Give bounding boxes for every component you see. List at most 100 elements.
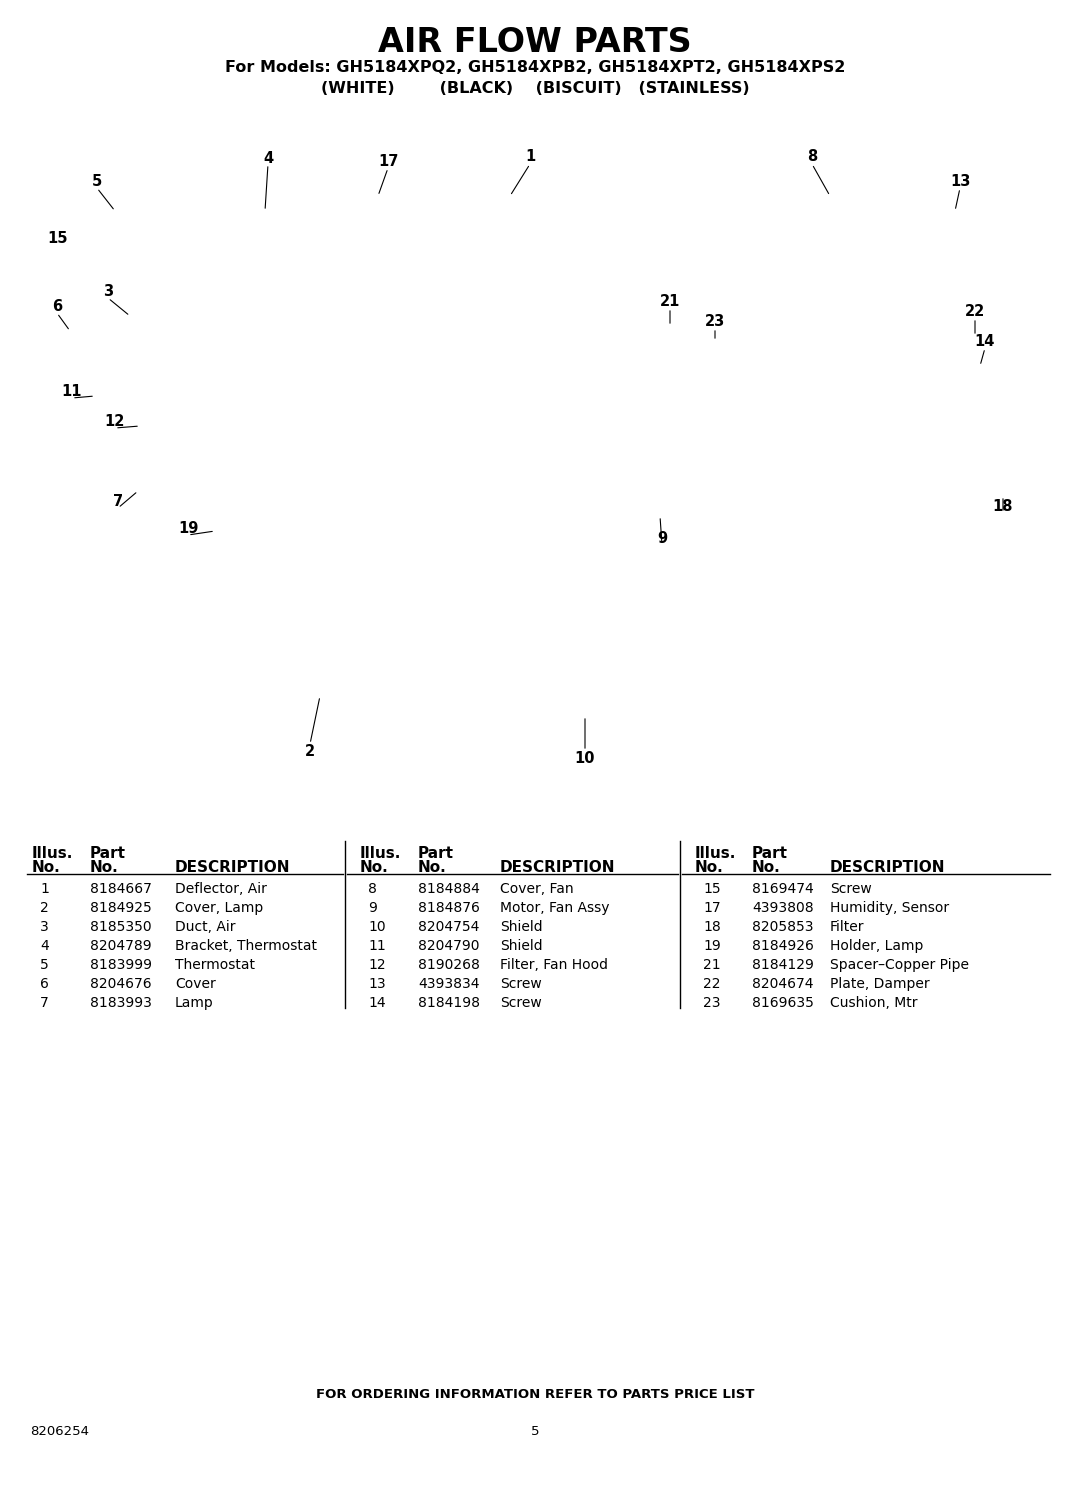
Text: Cover: Cover (175, 977, 216, 991)
Text: 13: 13 (950, 173, 970, 188)
Text: 18: 18 (993, 498, 1013, 514)
Text: 4: 4 (263, 151, 273, 166)
Text: Plate, Damper: Plate, Damper (830, 977, 930, 991)
Text: 2: 2 (305, 744, 315, 759)
Text: 5: 5 (40, 958, 49, 971)
Text: Duct, Air: Duct, Air (175, 920, 235, 934)
Text: 8185350: 8185350 (90, 920, 152, 934)
Text: 6: 6 (40, 977, 49, 991)
Text: DESCRIPTION: DESCRIPTION (500, 860, 615, 875)
Text: 3: 3 (103, 283, 113, 298)
Text: 15: 15 (703, 883, 720, 896)
Text: No.: No. (360, 860, 388, 875)
Text: 1: 1 (40, 883, 49, 896)
Text: 22: 22 (965, 304, 985, 318)
Text: 19: 19 (178, 521, 198, 536)
Text: 8169474: 8169474 (752, 883, 814, 896)
Text: 8: 8 (807, 149, 817, 164)
Text: For Models: GH5184XPQ2, GH5184XPB2, GH5184XPT2, GH5184XPS2: For Models: GH5184XPQ2, GH5184XPB2, GH51… (225, 60, 845, 75)
Text: Part: Part (418, 846, 454, 861)
Text: 21: 21 (703, 958, 720, 971)
Text: AIR FLOW PARTS: AIR FLOW PARTS (378, 26, 692, 59)
Text: 5: 5 (92, 173, 102, 188)
Text: Screw: Screw (500, 977, 541, 991)
Text: 8184876: 8184876 (418, 901, 479, 916)
Text: Motor, Fan Assy: Motor, Fan Assy (500, 901, 610, 916)
Text: 8204754: 8204754 (418, 920, 479, 934)
Text: 8184129: 8184129 (752, 958, 814, 971)
Text: 8184198: 8184198 (418, 995, 480, 1011)
Text: No.: No. (90, 860, 119, 875)
Text: 15: 15 (48, 230, 68, 245)
Text: Cover, Fan: Cover, Fan (500, 883, 574, 896)
Text: 8204790: 8204790 (418, 940, 479, 953)
Text: 5: 5 (531, 1425, 539, 1438)
Text: 13: 13 (368, 977, 385, 991)
Text: 11: 11 (368, 940, 386, 953)
Text: 8204674: 8204674 (752, 977, 813, 991)
Text: 9: 9 (657, 530, 667, 545)
Text: 8184884: 8184884 (418, 883, 479, 896)
Text: 8190268: 8190268 (418, 958, 479, 971)
Text: 17: 17 (703, 901, 720, 916)
Text: 7: 7 (40, 995, 49, 1011)
Text: Shield: Shield (500, 920, 542, 934)
Text: 17: 17 (378, 154, 398, 169)
Text: Filter, Fan Hood: Filter, Fan Hood (500, 958, 608, 971)
Text: 11: 11 (62, 384, 82, 399)
Text: Filter: Filter (830, 920, 865, 934)
Text: Humidity, Sensor: Humidity, Sensor (830, 901, 949, 916)
Text: Screw: Screw (500, 995, 541, 1011)
Text: Spacer–Copper Pipe: Spacer–Copper Pipe (830, 958, 969, 971)
Text: 8183993: 8183993 (90, 995, 152, 1011)
Text: 12: 12 (105, 414, 125, 429)
Text: 14: 14 (368, 995, 385, 1011)
Text: Shield: Shield (500, 940, 542, 953)
Text: 21: 21 (660, 294, 681, 309)
Text: 8184925: 8184925 (90, 901, 152, 916)
Text: Bracket, Thermostat: Bracket, Thermostat (175, 940, 317, 953)
Text: 10: 10 (368, 920, 385, 934)
Text: 23: 23 (703, 995, 720, 1011)
Text: 8204789: 8204789 (90, 940, 152, 953)
Text: FOR ORDERING INFORMATION REFER TO PARTS PRICE LIST: FOR ORDERING INFORMATION REFER TO PARTS … (316, 1389, 754, 1401)
Text: 10: 10 (575, 750, 595, 765)
Text: 7: 7 (113, 494, 123, 509)
Text: Illus.: Illus. (32, 846, 74, 861)
Text: Illus.: Illus. (360, 846, 401, 861)
Text: Part: Part (90, 846, 126, 861)
Text: 9: 9 (368, 901, 377, 916)
Text: 2: 2 (40, 901, 49, 916)
Text: 8206254: 8206254 (30, 1425, 89, 1438)
Text: 8205853: 8205853 (752, 920, 813, 934)
Text: 19: 19 (703, 940, 721, 953)
Text: Cover, Lamp: Cover, Lamp (175, 901, 263, 916)
Text: 23: 23 (705, 313, 725, 328)
Text: No.: No. (418, 860, 447, 875)
Text: 12: 12 (368, 958, 385, 971)
Text: Cushion, Mtr: Cushion, Mtr (830, 995, 917, 1011)
Text: (WHITE)        (BLACK)    (BISCUIT)   (STAINLESS): (WHITE) (BLACK) (BISCUIT) (STAINLESS) (321, 81, 749, 96)
Text: DESCRIPTION: DESCRIPTION (830, 860, 946, 875)
Text: DESCRIPTION: DESCRIPTION (175, 860, 290, 875)
Text: 4393834: 4393834 (418, 977, 479, 991)
Text: Part: Part (752, 846, 788, 861)
Text: Holder, Lamp: Holder, Lamp (830, 940, 923, 953)
Text: 8184667: 8184667 (90, 883, 152, 896)
Text: 4: 4 (40, 940, 49, 953)
Text: 14: 14 (975, 333, 995, 348)
Text: 6: 6 (52, 298, 62, 313)
Text: 8184926: 8184926 (752, 940, 814, 953)
Text: 8204676: 8204676 (90, 977, 152, 991)
Text: No.: No. (696, 860, 723, 875)
Text: 1: 1 (525, 149, 535, 164)
Text: 22: 22 (703, 977, 720, 991)
Text: Lamp: Lamp (175, 995, 214, 1011)
Text: No.: No. (752, 860, 781, 875)
Text: Thermostat: Thermostat (175, 958, 255, 971)
Text: 3: 3 (40, 920, 49, 934)
Text: No.: No. (32, 860, 61, 875)
Text: 4393808: 4393808 (752, 901, 813, 916)
Text: 8: 8 (368, 883, 377, 896)
Text: Deflector, Air: Deflector, Air (175, 883, 266, 896)
